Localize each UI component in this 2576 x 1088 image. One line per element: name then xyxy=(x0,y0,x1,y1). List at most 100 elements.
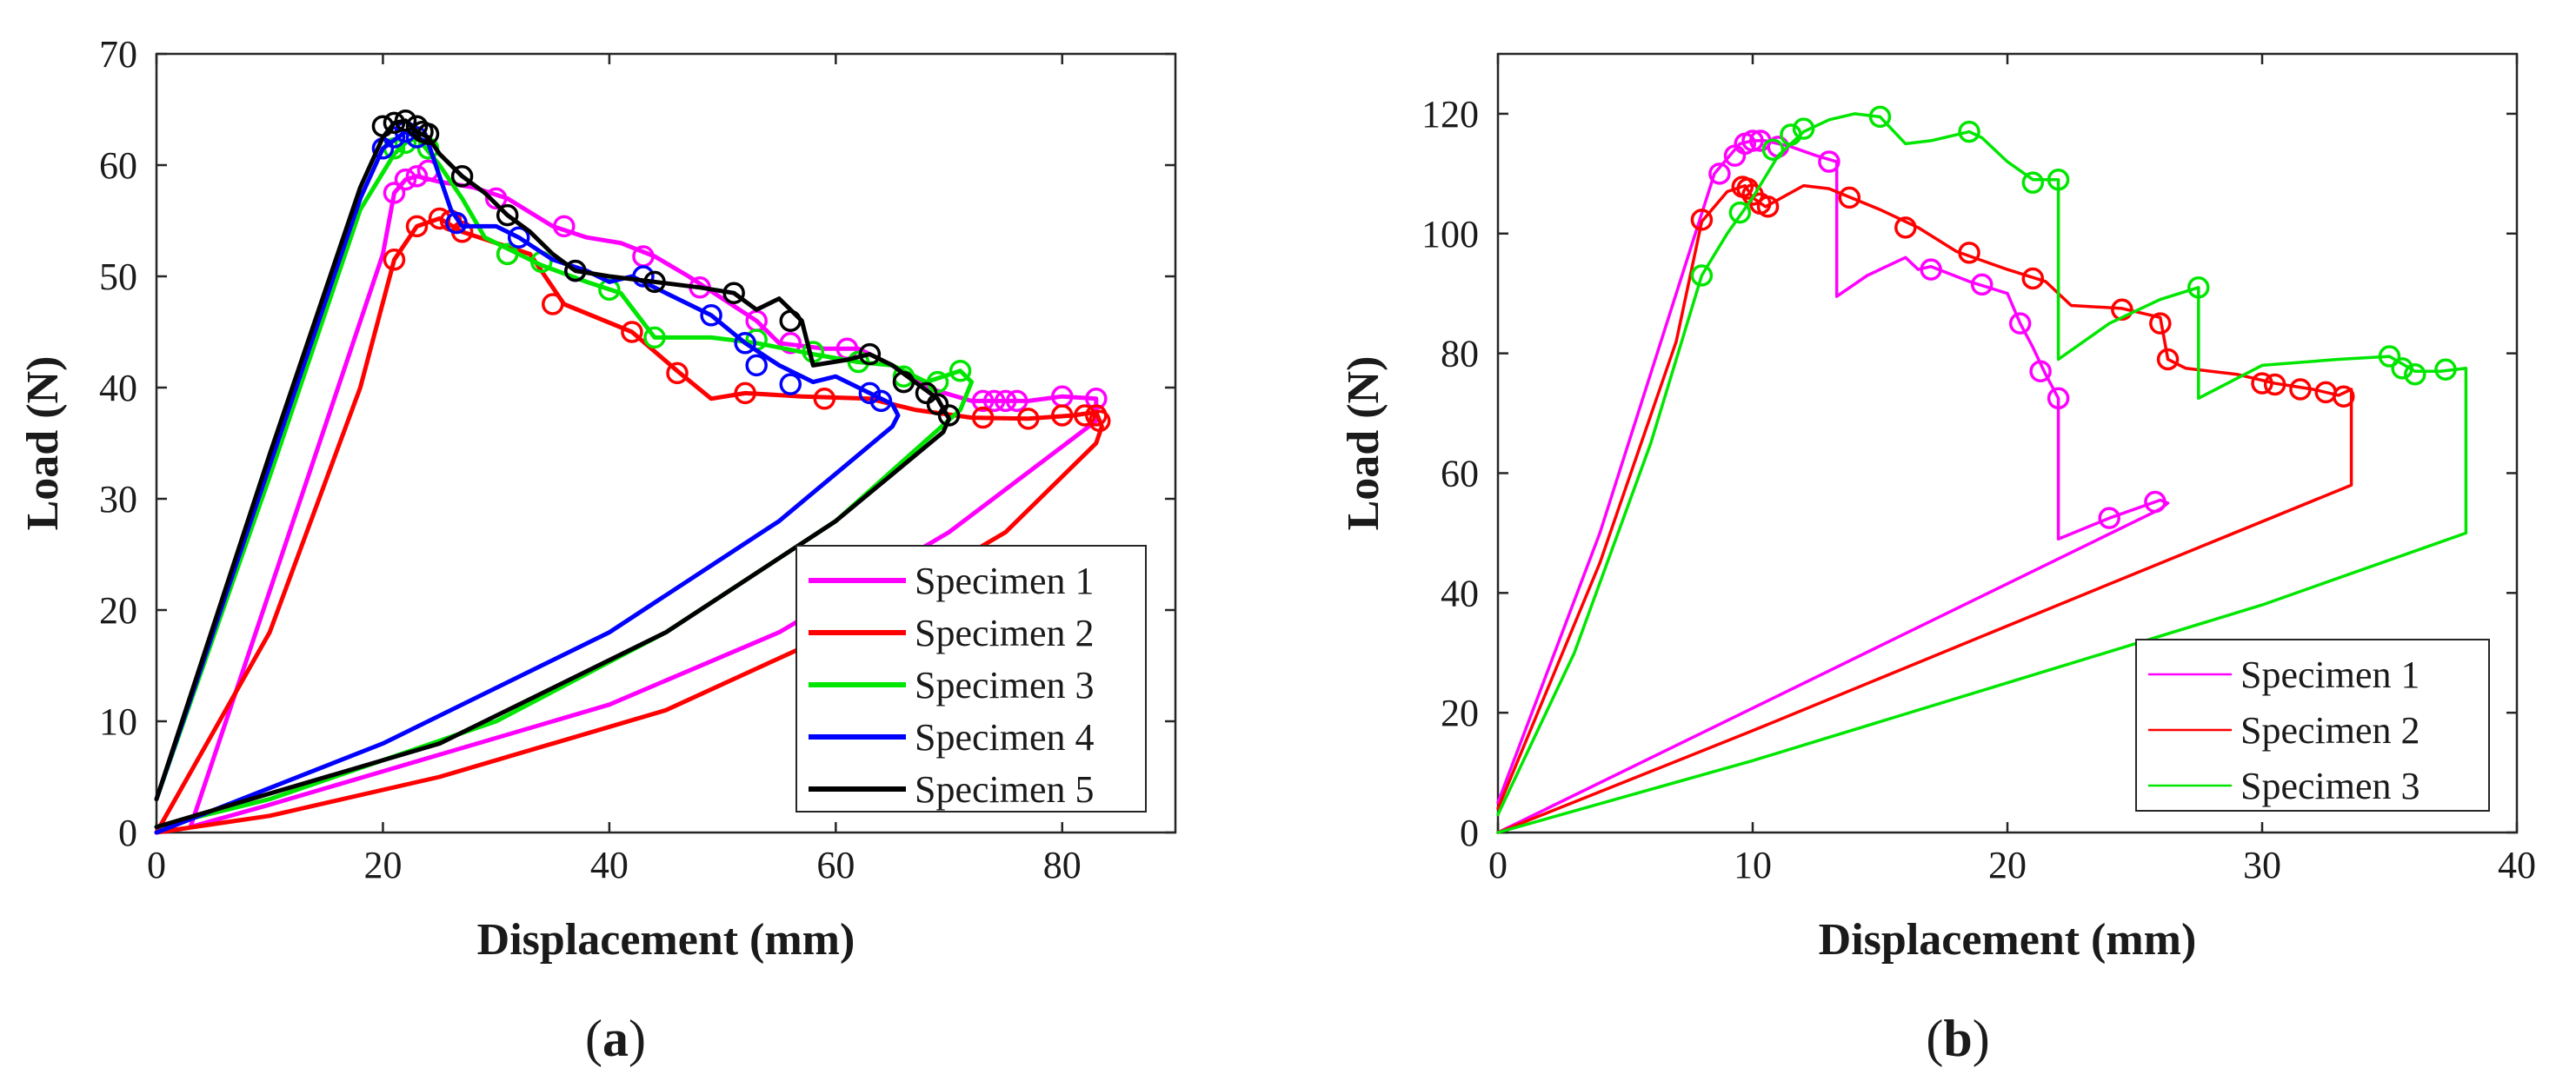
panel-a-chart: 0 20 40 60 80 0 10 20 30 40 50 60 70 Displacement (m… xyxy=(18,33,1177,1067)
series-1-marker xyxy=(2008,312,2032,335)
series-2-marker xyxy=(734,381,756,405)
series-2-marker xyxy=(666,362,689,385)
series-5-marker xyxy=(564,259,587,282)
series-5 xyxy=(154,109,961,830)
series-3-marker xyxy=(1761,138,1785,162)
series-1-marker xyxy=(779,332,802,355)
series-4-marker xyxy=(858,381,882,405)
series-5-marker xyxy=(450,165,474,188)
series-5-marker xyxy=(383,111,406,135)
series-5-marker xyxy=(779,309,802,332)
series-4-marker xyxy=(734,332,756,355)
series-2-marker xyxy=(1690,209,1714,231)
series-1-marker xyxy=(2029,360,2052,383)
series-3-marker xyxy=(1958,120,1980,143)
series-3-marker xyxy=(1868,105,1892,129)
series-1-marker xyxy=(994,389,1017,413)
series-3-marker xyxy=(2021,171,2045,194)
series-2-marker xyxy=(2251,372,2273,395)
panel-a-x-axis-title: Displacement (mm) xyxy=(477,915,855,965)
panel-a-series xyxy=(154,109,1111,835)
series-2-marker xyxy=(542,293,564,315)
x-tick-label: 40 xyxy=(2498,844,2536,886)
series-1-marker xyxy=(2047,387,2070,410)
panel-b-caption: (b) xyxy=(1926,1010,1989,1067)
series-1-marker xyxy=(383,182,406,204)
series-1-marker xyxy=(553,215,576,238)
panel-b-series xyxy=(1496,105,2468,834)
series-1-marker xyxy=(1708,163,1731,185)
legend-label-5: Specimen 5 xyxy=(915,768,1095,811)
panel-b-legend-box xyxy=(2135,639,2490,812)
series-3-line xyxy=(1496,112,2468,834)
series-3-marker xyxy=(496,242,519,266)
y-tick-label: 40 xyxy=(1441,572,1479,614)
legend-label-2: Specimen 2 xyxy=(915,612,1095,654)
x-tick-label: 20 xyxy=(1988,844,2027,886)
series-1-marker xyxy=(394,168,417,191)
series-3-marker xyxy=(926,370,949,394)
y-tick-label: 20 xyxy=(1441,692,1479,734)
y-tick-label: 0 xyxy=(1460,812,1479,854)
panel-a-caption: (a) xyxy=(585,1010,646,1067)
panel-a-legend-box xyxy=(795,545,1147,813)
series-2-marker xyxy=(2111,298,2133,322)
panel-a-y-axis-title: Load (N) xyxy=(18,356,68,531)
y-tick-label: 10 xyxy=(99,700,137,743)
series-3-marker xyxy=(1780,123,1802,146)
series-5-marker xyxy=(722,282,745,304)
legend-label-1: Specimen 1 xyxy=(2240,653,2420,696)
series-3-marker xyxy=(2434,358,2457,381)
panel-b-ticks: 0 10 20 30 40 0 20 40 60 80 100 120 xyxy=(1421,54,2536,886)
panel-b-chart: 0 10 20 30 40 0 20 40 60 80 100 120 Displacement (m… xyxy=(1339,52,2536,1067)
panel-a-ticks: 0 20 40 60 80 0 10 20 30 40 50 60 70 xyxy=(99,33,1175,886)
panel-b-caption-letter: b xyxy=(1943,1010,1972,1067)
series-1-marker xyxy=(405,165,429,188)
series-2-marker xyxy=(1958,242,1980,264)
x-tick-label: 60 xyxy=(816,844,855,886)
series-2-marker xyxy=(1756,196,1780,218)
legend-label-4: Specimen 4 xyxy=(915,716,1095,759)
series-3-marker xyxy=(2047,168,2070,191)
series-2-marker xyxy=(1088,409,1111,433)
series-5-marker xyxy=(858,342,882,366)
series-3-marker xyxy=(1728,201,1752,224)
series-4-marker xyxy=(700,304,722,327)
series-1-marker xyxy=(1085,388,1108,410)
x-tick-label: 40 xyxy=(590,844,629,886)
series-1-marker xyxy=(2144,490,2167,514)
series-4-marker xyxy=(507,226,530,249)
x-tick-label: 20 xyxy=(363,844,402,886)
series-5-marker xyxy=(937,404,961,427)
panel-b-y-axis-title: Load (N) xyxy=(1339,356,1388,531)
y-tick-label: 80 xyxy=(1441,333,1479,375)
series-2-marker xyxy=(1074,404,1096,427)
series-2-marker xyxy=(971,406,995,429)
series-5-marker xyxy=(643,270,666,294)
series-1-marker xyxy=(484,187,508,210)
series-5-marker xyxy=(496,203,519,227)
y-tick-label: 100 xyxy=(1421,213,1479,255)
panel-a-legend: Specimen 1 Specimen 2 Specimen 3 Specimen 4… xyxy=(795,545,1147,813)
y-tick-label: 40 xyxy=(99,367,137,409)
legend-label-1: Specimen 1 xyxy=(915,560,1095,602)
series-4-marker xyxy=(632,265,655,288)
series-2-marker xyxy=(813,388,836,410)
series-2-marker xyxy=(1016,408,1040,430)
series-5-marker xyxy=(405,115,429,137)
series-3-marker xyxy=(643,326,666,349)
series-3 xyxy=(1496,105,2468,834)
series-1-marker xyxy=(1920,258,1942,281)
legend-label-3: Specimen 3 xyxy=(915,664,1095,707)
series-2-marker xyxy=(1051,404,1074,427)
series-3-marker xyxy=(1690,264,1714,287)
y-tick-label: 50 xyxy=(99,255,137,298)
x-tick-label: 10 xyxy=(1734,844,1772,886)
series-2-marker xyxy=(405,215,429,238)
y-tick-label: 0 xyxy=(118,812,137,854)
y-tick-label: 60 xyxy=(1441,452,1479,494)
series-5-marker xyxy=(416,123,440,145)
series-2-marker xyxy=(1894,216,1917,239)
series-5-marker xyxy=(915,381,938,405)
series-4-marker xyxy=(745,354,768,377)
